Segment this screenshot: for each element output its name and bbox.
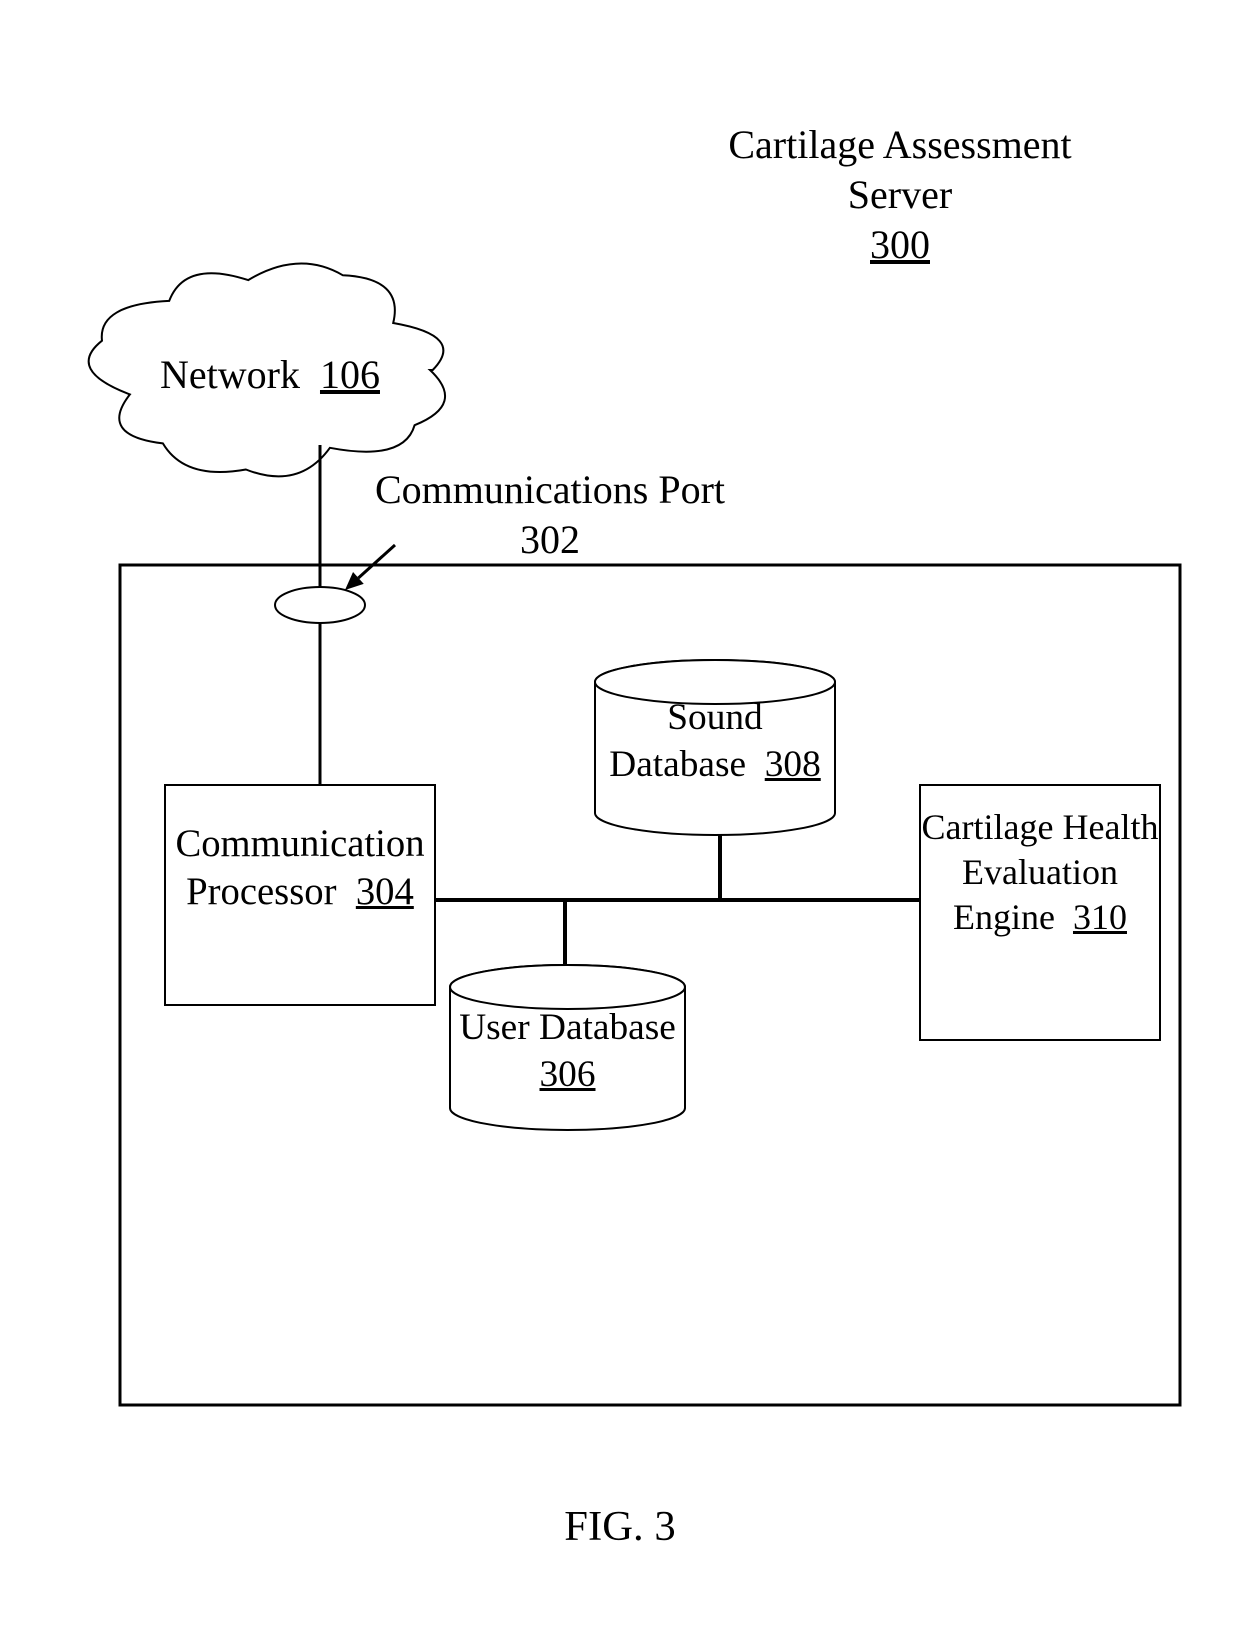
engine-label: Cartilage Health Evaluation Engine 310	[920, 805, 1160, 940]
processor-ref: 304	[356, 871, 414, 913]
comm-port-label: Communications Port 302	[350, 465, 750, 565]
engine-ref: 310	[1073, 897, 1127, 937]
network-text: Network	[160, 352, 300, 397]
engine-line2: Evaluation	[920, 850, 1160, 895]
user-db-line1: User Database	[450, 1005, 685, 1052]
engine-line3: Engine	[953, 897, 1055, 937]
user-db-ref: 306	[450, 1052, 685, 1099]
server-title-line1: Cartilage Assessment	[720, 120, 1080, 170]
figure-label: FIG. 3	[0, 1500, 1240, 1553]
server-title-line2: Server	[720, 170, 1080, 220]
processor-line1: Communication	[165, 820, 435, 868]
server-title: Cartilage Assessment Server 300	[720, 120, 1080, 270]
comm-port-ref: 302	[350, 515, 750, 565]
processor-label: Communication Processor 304	[165, 820, 435, 917]
engine-line1: Cartilage Health	[920, 805, 1160, 850]
network-label: Network 106	[140, 350, 400, 400]
sound-db-label: Sound Database 308	[595, 695, 835, 788]
sound-db-ref: 308	[765, 744, 821, 785]
sound-db-line1: Sound	[595, 695, 835, 742]
comm-port-ellipse	[275, 587, 365, 623]
network-ref: 106	[320, 352, 380, 397]
user-db-label: User Database 306	[450, 1005, 685, 1098]
bus-connector	[435, 835, 920, 965]
comm-port-text: Communications Port	[350, 465, 750, 515]
sound-db-line2: Database	[609, 744, 746, 785]
processor-line2: Processor	[186, 871, 336, 913]
server-title-ref: 300	[720, 220, 1080, 270]
figure-label-text: FIG. 3	[564, 1503, 675, 1550]
